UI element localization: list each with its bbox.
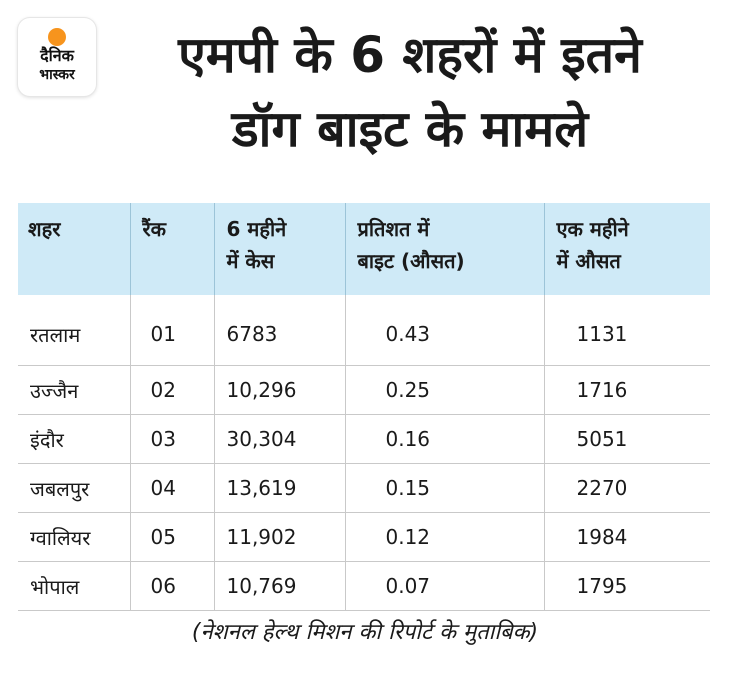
source-note: (नेशनल हेल्थ मिशन की रिपोर्ट के मुताबिक) — [191, 620, 539, 645]
cases-cell: 6783 — [213, 295, 345, 366]
cases-cell: 30,304 — [213, 414, 345, 464]
city-cell: उज्जैन — [18, 365, 130, 415]
table-row: उज्जैन 02 10,296 0.25 1716 — [18, 365, 710, 415]
header-monthly-average: एक महीने में औसत — [543, 203, 710, 295]
city-cell: इंदौर — [18, 414, 130, 464]
table-row: भोपाल 06 10,769 0.07 1795 — [18, 561, 710, 611]
monthly-average-cell: 1984 — [543, 512, 710, 562]
rank-cell: 06 — [129, 561, 214, 611]
table-row: रतलाम 01 6783 0.43 1131 — [18, 295, 710, 366]
city-cell: रतलाम — [18, 295, 130, 366]
dainik-bhaskar-logo: दैनिक भास्कर — [18, 18, 96, 96]
table-row: ग्वालियर 05 11,902 0.12 1984 — [18, 512, 710, 562]
cases-cell: 10,296 — [213, 365, 345, 415]
rank-cell: 02 — [129, 365, 214, 415]
sun-icon — [48, 28, 66, 46]
header-bite-percent: प्रतिशत में बाइट (औसत) — [344, 203, 544, 295]
logo-line-2: भास्कर — [39, 67, 75, 83]
city-cell: भोपाल — [18, 561, 130, 611]
monthly-average-cell: 1716 — [543, 365, 710, 415]
monthly-average-cell: 2270 — [543, 463, 710, 513]
logo-line-1: दैनिक — [40, 46, 74, 65]
cases-cell: 13,619 — [213, 463, 345, 513]
monthly-average-cell: 5051 — [543, 414, 710, 464]
bite-percent-cell: 0.12 — [344, 512, 544, 562]
rank-cell: 03 — [129, 414, 214, 464]
page-title: एमपी के 6 शहरों में इतने डॉग बाइट के माम… — [100, 18, 720, 166]
bite-percent-cell: 0.25 — [344, 365, 544, 415]
cases-cell: 10,769 — [213, 561, 345, 611]
table-row: इंदौर 03 30,304 0.16 5051 — [18, 414, 710, 464]
rank-cell: 05 — [129, 512, 214, 562]
header-cases: 6 महीने में केस — [213, 203, 345, 295]
title-line-2: डॉग बाइट के मामले — [231, 100, 589, 158]
bite-percent-cell: 0.15 — [344, 463, 544, 513]
cases-cell: 11,902 — [213, 512, 345, 562]
bite-percent-cell: 0.43 — [344, 295, 544, 366]
header-rank: रैंक — [129, 203, 214, 295]
header-city: शहर — [18, 203, 130, 295]
rank-cell: 01 — [129, 295, 214, 366]
title-line-1: एमपी के 6 शहरों में इतने — [178, 26, 642, 84]
city-cell: ग्वालियर — [18, 512, 130, 562]
dog-bite-table: शहर रैंक 6 महीने में केस प्रतिशत में बाइट … — [18, 203, 710, 611]
city-cell: जबलपुर — [18, 463, 130, 513]
table-row: जबलपुर 04 13,619 0.15 2270 — [18, 463, 710, 513]
bite-percent-cell: 0.07 — [344, 561, 544, 611]
bite-percent-cell: 0.16 — [344, 414, 544, 464]
monthly-average-cell: 1131 — [543, 295, 710, 366]
rank-cell: 04 — [129, 463, 214, 513]
table-header-row: शहर रैंक 6 महीने में केस प्रतिशत में बाइट … — [18, 203, 710, 295]
monthly-average-cell: 1795 — [543, 561, 710, 611]
